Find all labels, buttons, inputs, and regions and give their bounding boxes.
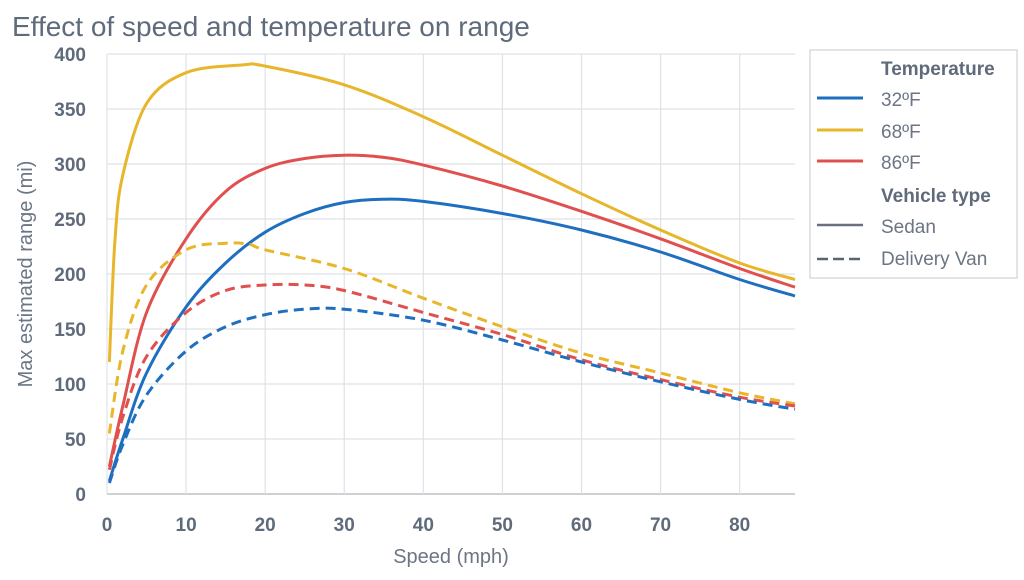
series-line-32f-sedan bbox=[107, 197, 796, 482]
y-axis-label: Max estimated range (mi) bbox=[15, 161, 37, 388]
y-tick-label: 250 bbox=[54, 210, 86, 231]
x-tick-label: 70 bbox=[650, 515, 671, 536]
legend-box bbox=[809, 49, 1018, 279]
legend-label-32f: 32ºF bbox=[881, 90, 921, 111]
x-tick-label: 80 bbox=[729, 515, 750, 536]
legend-label-86f: 86ºF bbox=[881, 153, 921, 174]
y-tick-label: 100 bbox=[54, 375, 86, 396]
y-tick-label: 200 bbox=[54, 265, 86, 286]
y-tick-label: 50 bbox=[65, 430, 86, 451]
y-tick-label: 350 bbox=[54, 100, 86, 121]
x-tick-label: 50 bbox=[492, 515, 513, 536]
legend-label-sedan: Sedan bbox=[881, 217, 936, 238]
series-line-86f-sedan bbox=[107, 153, 796, 467]
x-tick-label: 60 bbox=[571, 515, 592, 536]
x-tick-label: 10 bbox=[176, 515, 197, 536]
chart-title: Effect of speed and temperature on range bbox=[12, 11, 530, 42]
grid bbox=[106, 53, 795, 495]
legend-label-68f: 68ºF bbox=[881, 122, 921, 143]
series-line-86f-delivery-van bbox=[107, 282, 796, 471]
series-line-68f-delivery-van bbox=[107, 241, 796, 434]
series-line-68f-sedan bbox=[107, 62, 796, 363]
series-line-32f-delivery-van bbox=[107, 306, 796, 484]
y-tick-label: 300 bbox=[54, 155, 86, 176]
y-tick-label: 0 bbox=[75, 485, 86, 506]
y-axis-ticks: 0 50 100 150 200 250 300 350 400 bbox=[54, 45, 86, 506]
x-tick-label: 0 bbox=[102, 515, 113, 536]
y-tick-label: 400 bbox=[54, 45, 86, 66]
x-axis-ticks: 0 10 20 30 40 50 60 70 80 bbox=[102, 515, 751, 536]
x-tick-label: 30 bbox=[334, 515, 355, 536]
x-tick-label: 40 bbox=[413, 515, 434, 536]
legend-title-vehicle: Vehicle type bbox=[881, 186, 991, 207]
x-axis-label: Speed (mph) bbox=[393, 546, 509, 568]
y-tick-label: 150 bbox=[54, 320, 86, 341]
series-lines bbox=[107, 62, 796, 484]
legend-title-temperature: Temperature bbox=[881, 59, 995, 80]
x-tick-label: 20 bbox=[255, 515, 276, 536]
legend: Temperature 32ºF 68ºF 86ºF Vehicle type … bbox=[809, 49, 1018, 279]
legend-label-delivery-van: Delivery Van bbox=[881, 249, 987, 270]
